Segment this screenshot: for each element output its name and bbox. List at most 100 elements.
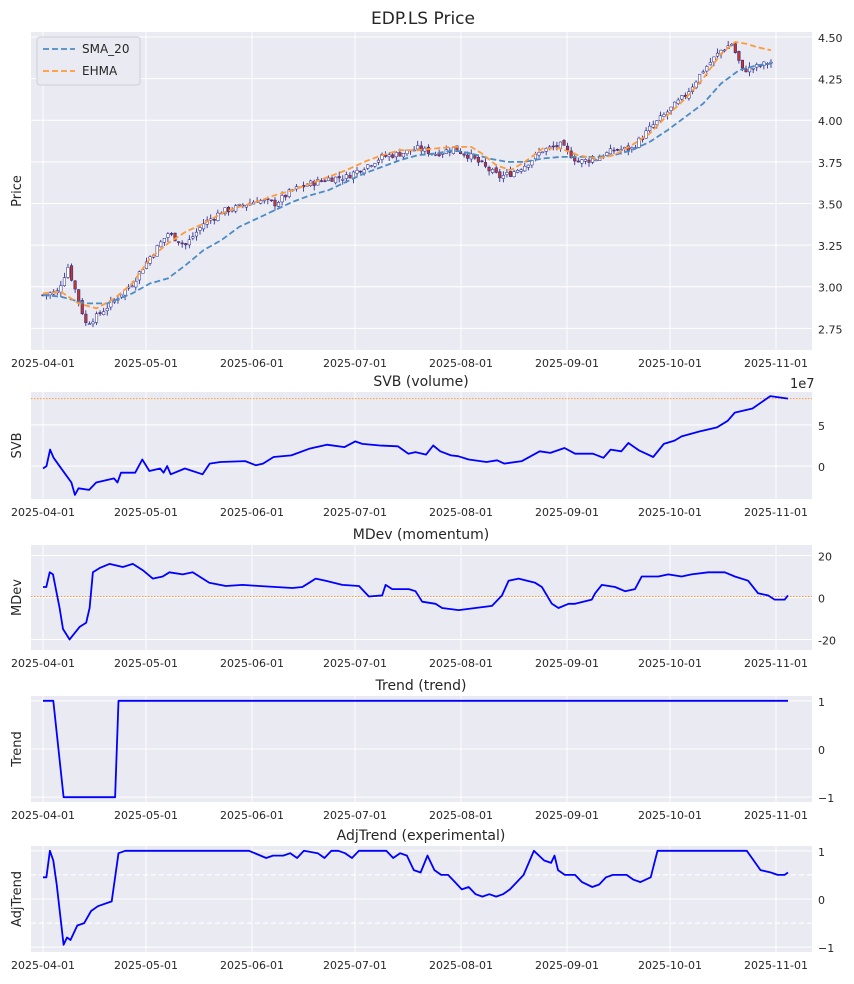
adjtrend-xtick-label: 2025-04-01 bbox=[11, 959, 75, 972]
candle-body bbox=[341, 179, 345, 181]
candle-body bbox=[366, 164, 370, 169]
adjtrend-xtick-label: 2025-09-01 bbox=[535, 959, 599, 972]
candle-body bbox=[316, 179, 320, 186]
mdev-ytick-label: -20 bbox=[818, 635, 836, 648]
trend-ytick-label: −1 bbox=[818, 792, 834, 805]
candle-body bbox=[180, 242, 184, 245]
mdev-xtick-label: 2025-06-01 bbox=[220, 657, 284, 670]
mdev-ytick-label: 20 bbox=[818, 551, 832, 564]
candle-body bbox=[523, 166, 527, 172]
svb-plot-area bbox=[31, 392, 812, 499]
candle-body bbox=[594, 159, 598, 162]
candle-body bbox=[177, 241, 181, 243]
candle-body bbox=[541, 151, 545, 154]
trend-xtick-label: 2025-08-01 bbox=[429, 809, 493, 822]
trend-ytick-label: 0 bbox=[818, 744, 825, 757]
price-xtick-label: 2025-08-01 bbox=[429, 357, 493, 370]
candle-body bbox=[162, 238, 166, 243]
trend-xtick-label: 2025-06-01 bbox=[220, 809, 284, 822]
figure-title: EDP.LS Price bbox=[371, 9, 475, 29]
candle-body bbox=[369, 165, 373, 167]
candle-body bbox=[169, 233, 174, 235]
candle-body bbox=[202, 223, 206, 230]
candle-body bbox=[608, 148, 612, 155]
price-ytick-label: 4.25 bbox=[818, 74, 843, 87]
trend-xtick-label: 2025-09-01 bbox=[535, 809, 599, 822]
mdev-ytick-label: 0 bbox=[818, 593, 825, 606]
candle-body bbox=[48, 292, 52, 296]
svb-xtick-label: 2025-08-01 bbox=[429, 506, 493, 519]
price-xtick-label: 2025-06-01 bbox=[220, 357, 284, 370]
candle-body bbox=[669, 106, 673, 111]
candle-body bbox=[330, 177, 334, 182]
candle-body bbox=[655, 120, 659, 125]
candle-body bbox=[144, 261, 149, 269]
svb-xtick-label: 2025-09-01 bbox=[535, 506, 599, 519]
price-xtick-label: 2025-10-01 bbox=[638, 357, 702, 370]
candle-body bbox=[91, 321, 95, 325]
legend-label: EHMA bbox=[82, 64, 118, 78]
candle-body bbox=[441, 153, 445, 155]
candle-body bbox=[94, 313, 99, 323]
candle-body bbox=[580, 159, 584, 164]
candle-body bbox=[419, 145, 423, 152]
mdev-ylabel: MDev bbox=[10, 579, 25, 616]
mdev-xtick-label: 2025-04-01 bbox=[11, 657, 75, 670]
trend-title: Trend (trend) bbox=[375, 678, 467, 694]
candle-body bbox=[373, 163, 377, 167]
price-xtick-label: 2025-07-01 bbox=[323, 357, 387, 370]
adjtrend-ytick-label: 1 bbox=[818, 846, 825, 859]
candle-body bbox=[87, 323, 91, 325]
adjtrend-ylabel: AdjTrend bbox=[10, 871, 25, 927]
candle-body bbox=[530, 160, 534, 166]
price-plot-area bbox=[31, 32, 812, 350]
candle-body bbox=[505, 172, 509, 175]
candle-body bbox=[401, 152, 405, 158]
candle-body bbox=[544, 148, 548, 152]
candle-body bbox=[344, 174, 348, 179]
panel-mdev: -20 0 20 2025-04-01 2025-05-01 2025-06-01 2025… bbox=[10, 527, 836, 670]
candle-body bbox=[630, 147, 634, 150]
candle-body bbox=[391, 154, 395, 158]
adjtrend-xtick-label: 2025-06-01 bbox=[220, 959, 284, 972]
candle-body bbox=[558, 141, 563, 149]
price-ytick-label: 3.75 bbox=[818, 157, 843, 170]
candle-body bbox=[69, 265, 74, 281]
candle-body bbox=[130, 285, 134, 288]
candle-body bbox=[433, 154, 438, 156]
trend-xtick-label: 2025-05-01 bbox=[114, 809, 178, 822]
adjtrend-xtick-label: 2025-05-01 bbox=[114, 959, 178, 972]
candle-body bbox=[212, 218, 216, 221]
legend-label: SMA_20 bbox=[82, 42, 129, 56]
candle-body bbox=[637, 137, 641, 148]
panel-price: 2.75 3.00 3.25 3.50 3.75 4.00 4.25 4.50 2025-04-… bbox=[10, 32, 843, 370]
svb-xtick-label: 2025-11-01 bbox=[744, 506, 808, 519]
price-legend: SMA_20 EHMA bbox=[36, 36, 141, 86]
candle-body bbox=[591, 158, 595, 163]
candle-body bbox=[323, 180, 327, 182]
candle-body bbox=[159, 241, 163, 248]
candle-body bbox=[119, 294, 124, 298]
candle-body bbox=[508, 171, 513, 177]
candle-body bbox=[398, 152, 402, 157]
candle-body bbox=[451, 147, 455, 154]
candle-body bbox=[651, 124, 655, 128]
candle-body bbox=[498, 171, 502, 179]
adjtrend-title: AdjTrend (experimental) bbox=[337, 828, 506, 844]
mdev-series-line bbox=[43, 563, 789, 641]
candle-body bbox=[191, 236, 195, 239]
svb-xtick-label: 2025-07-01 bbox=[323, 506, 387, 519]
candle-body bbox=[273, 199, 277, 207]
trend-xtick-label: 2025-04-01 bbox=[11, 809, 75, 822]
svb-ylabel: SVB bbox=[10, 432, 25, 458]
candle-body bbox=[134, 280, 138, 288]
candle-body bbox=[612, 149, 616, 152]
candle-body bbox=[355, 169, 359, 174]
candle-body bbox=[84, 313, 88, 323]
candle-body bbox=[551, 145, 555, 148]
mdev-xtick-label: 2025-05-01 bbox=[114, 657, 178, 670]
candle-body bbox=[516, 170, 520, 173]
candle-body bbox=[376, 159, 381, 163]
candle-body bbox=[259, 200, 263, 204]
